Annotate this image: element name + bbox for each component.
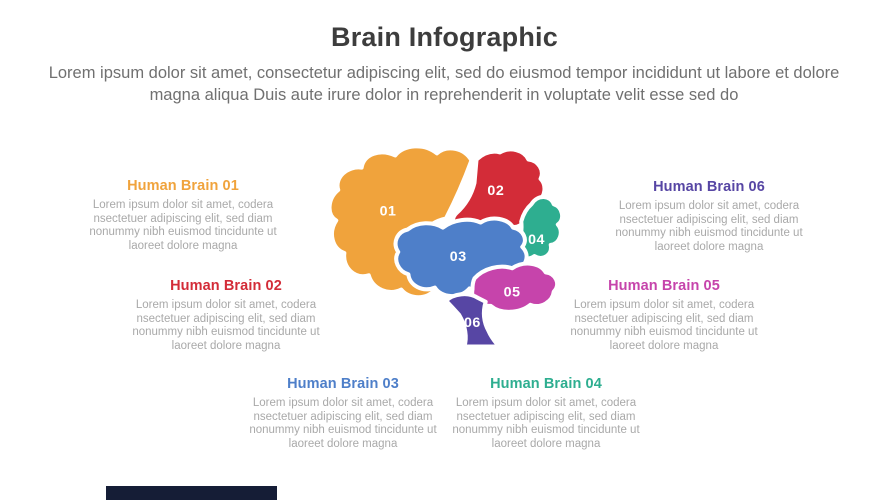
info-block-human-brain-06: Human Brain 06 Lorem ipsum dolor sit ame… bbox=[609, 179, 809, 254]
info-block-human-brain-05: Human Brain 05 Lorem ipsum dolor sit ame… bbox=[564, 278, 764, 353]
brain-segment-label-01: 01 bbox=[380, 203, 397, 219]
page-title: Brain Infographic bbox=[331, 22, 558, 52]
brain-segment-label-06: 06 bbox=[464, 315, 481, 331]
info-title: Human Brain 03 bbox=[287, 376, 399, 392]
info-title: Human Brain 06 bbox=[653, 179, 765, 195]
brain-segment-label-02: 02 bbox=[487, 183, 504, 199]
info-block-human-brain-02: Human Brain 02 Lorem ipsum dolor sit ame… bbox=[126, 278, 326, 353]
info-body: Lorem ipsum dolor sit amet, codera nsect… bbox=[249, 397, 437, 450]
brain-illustration: 01 02 03 04 05 06 bbox=[323, 146, 567, 360]
info-body: Lorem ipsum dolor sit amet, codera nsect… bbox=[615, 200, 803, 253]
brain-segment-label-03: 03 bbox=[450, 249, 467, 265]
brain-segment-04-occipital-lobe bbox=[515, 194, 565, 261]
brain-segment-label-05: 05 bbox=[504, 285, 521, 301]
brain-segment-05-cerebellum bbox=[470, 261, 560, 314]
info-body: Lorem ipsum dolor sit amet, codera nsect… bbox=[570, 299, 758, 352]
info-block-human-brain-03: Human Brain 03 Lorem ipsum dolor sit ame… bbox=[243, 376, 443, 451]
footer-accent-bar bbox=[106, 486, 277, 500]
info-body: Lorem ipsum dolor sit amet, codera nsect… bbox=[89, 199, 277, 252]
page-subtitle: Lorem ipsum dolor sit amet, consectetur … bbox=[48, 64, 840, 104]
info-block-human-brain-01: Human Brain 01 Lorem ipsum dolor sit ame… bbox=[83, 178, 283, 253]
info-body: Lorem ipsum dolor sit amet, codera nsect… bbox=[132, 299, 320, 352]
info-title: Human Brain 05 bbox=[608, 278, 720, 294]
info-title: Human Brain 02 bbox=[170, 278, 282, 294]
info-title: Human Brain 01 bbox=[127, 178, 239, 194]
info-title: Human Brain 04 bbox=[490, 376, 602, 392]
info-body: Lorem ipsum dolor sit amet, codera nsect… bbox=[452, 397, 640, 450]
brain-segment-label-04: 04 bbox=[528, 232, 545, 248]
info-block-human-brain-04: Human Brain 04 Lorem ipsum dolor sit ame… bbox=[446, 376, 646, 451]
brain-segment-06-brain-stem bbox=[443, 292, 501, 349]
